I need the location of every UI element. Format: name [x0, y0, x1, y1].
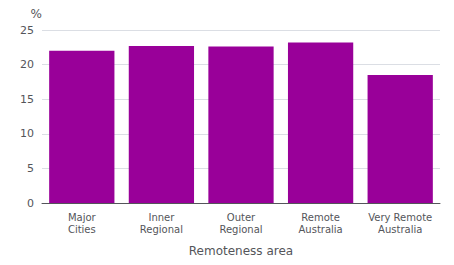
- svg-text:Inner: Inner: [148, 212, 175, 223]
- svg-text:%: %: [31, 7, 42, 21]
- svg-text:Regional: Regional: [219, 224, 262, 235]
- svg-text:Regional: Regional: [140, 224, 183, 235]
- svg-text:20: 20: [20, 58, 34, 71]
- svg-text:0: 0: [27, 197, 34, 210]
- svg-text:10: 10: [20, 127, 34, 140]
- svg-text:Australia: Australia: [378, 224, 422, 235]
- svg-text:15: 15: [20, 93, 34, 106]
- svg-text:Outer: Outer: [227, 212, 256, 223]
- svg-text:Major: Major: [68, 212, 97, 223]
- svg-text:Australia: Australia: [298, 224, 342, 235]
- svg-text:Cities: Cities: [68, 224, 96, 235]
- svg-text:Very Remote: Very Remote: [368, 212, 432, 223]
- svg-text:25: 25: [20, 24, 34, 37]
- svg-text:5: 5: [27, 162, 34, 175]
- svg-text:Remote: Remote: [301, 212, 340, 223]
- svg-text:Remoteness area: Remoteness area: [189, 244, 293, 258]
